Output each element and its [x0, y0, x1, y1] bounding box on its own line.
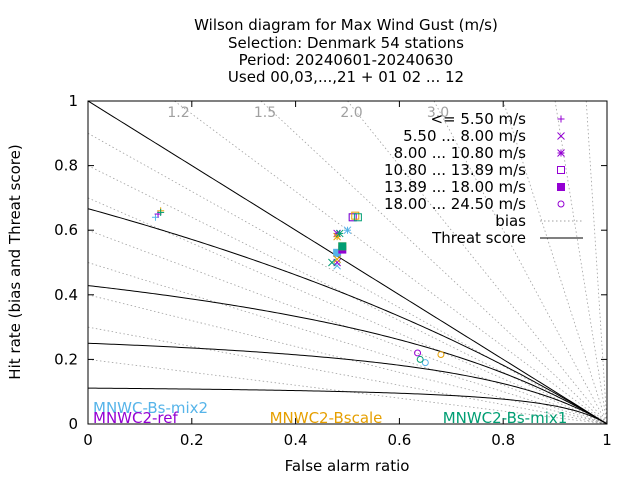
model-label: MNWC2-ref [93, 409, 178, 427]
legend-entry-label: 13.89 ... 18.00 m/s [384, 178, 526, 196]
x-tick-label: 0.8 [491, 431, 515, 449]
data-point [157, 208, 165, 216]
data-point [414, 349, 422, 357]
title-line-1: Wilson diagram for Max Wind Gust (m/s) [194, 16, 498, 34]
bias-line [433, 101, 607, 424]
chart-title: Wilson diagram for Max Wind Gust (m/s) S… [194, 16, 498, 86]
threat-score-curve [88, 101, 607, 424]
y-tick-label: 0.6 [54, 221, 78, 239]
legend-marker [557, 132, 565, 140]
threat-score-curves [88, 101, 607, 424]
y-axis-ticks: 0 0.2 0.4 0.6 0.8 1 [54, 92, 607, 433]
legend-marker [557, 149, 565, 157]
data-point [437, 351, 445, 359]
data-point [335, 229, 344, 238]
legend-entry-label: <= 5.50 m/s [430, 110, 526, 128]
x-tick-label: 0 [83, 431, 93, 449]
data-point [338, 242, 347, 251]
title-line-3: Period: 20240601-20240630 [239, 51, 454, 69]
threat-score-curve [88, 208, 607, 424]
legend-threat-label: Threat score [431, 229, 526, 247]
bias-line [347, 101, 607, 424]
bias-line [174, 101, 607, 424]
legend-marker [557, 200, 565, 208]
threat-score-curve [88, 342, 607, 424]
data-point [351, 211, 360, 220]
x-tick-label: 0.4 [284, 431, 308, 449]
bias-line [585, 101, 607, 424]
data-point [333, 255, 341, 264]
x-axis-label: False alarm ratio [285, 457, 410, 475]
x-tick-label: 1 [602, 431, 612, 449]
bias-labels: 1.2 1.5 2.0 3.0 [167, 105, 449, 121]
x-tick-label: 0.2 [180, 431, 204, 449]
bias-label: 2.0 [340, 105, 362, 121]
legend-marker [557, 166, 565, 174]
legend-entry-label: 8.00 ... 10.80 m/s [394, 144, 527, 162]
y-tick-label: 0 [68, 415, 78, 433]
data-point [348, 213, 357, 222]
data-point [353, 213, 362, 222]
y-tick-label: 0.2 [54, 350, 78, 368]
y-tick-label: 1 [68, 92, 78, 110]
data-point [343, 226, 352, 235]
bias-label: 1.5 [254, 105, 276, 121]
y-axis-label: Hit rate (bias and Threat score) [6, 144, 24, 379]
bias-label: 3.0 [427, 105, 449, 121]
bias-line [88, 165, 607, 424]
model-label: MNWC-Bs-mix2 [93, 399, 208, 417]
bias-line [502, 101, 607, 424]
data-point [328, 258, 336, 267]
x-tick-label: 0.6 [387, 431, 411, 449]
bias-line [88, 294, 607, 424]
y-tick-label: 0.4 [54, 286, 78, 304]
bias-line [88, 132, 607, 424]
legend-marker [557, 183, 565, 191]
bias-label: 1.2 [167, 105, 189, 121]
model-label: MNWC2-Bs-mix1 [443, 409, 568, 427]
bias-line [88, 262, 607, 424]
legend-entry-label: 18.00 ... 24.50 m/s [384, 195, 526, 213]
data-point [421, 359, 429, 367]
bias-line [554, 101, 607, 424]
model-label: MNWC2-Bscale [270, 409, 383, 427]
data-points [151, 207, 445, 367]
data-point [416, 355, 424, 363]
title-line-4: Used 00,03,...,21 + 01 02 ... 12 [228, 68, 464, 86]
legend-marker [557, 115, 565, 123]
data-point [333, 261, 341, 270]
x-axis-ticks: 0 0.2 0.4 0.6 0.8 1 [83, 101, 612, 449]
data-point [348, 213, 357, 222]
legend-entry-label: 10.80 ... 13.89 m/s [384, 161, 526, 179]
bias-line [260, 101, 607, 424]
title-line-2: Selection: Denmark 54 stations [228, 34, 464, 52]
legend-entry-label: 5.50 ... 8.00 m/s [403, 127, 526, 145]
y-tick-label: 0.8 [54, 157, 78, 175]
threat-score-curve [88, 285, 607, 424]
threat-score-curve [88, 387, 607, 424]
plot-frame [87, 100, 608, 425]
legend-bias-label: bias [495, 212, 526, 230]
legend: <= 5.50 m/s5.50 ... 8.00 m/s8.00 ... 10.… [384, 110, 583, 247]
